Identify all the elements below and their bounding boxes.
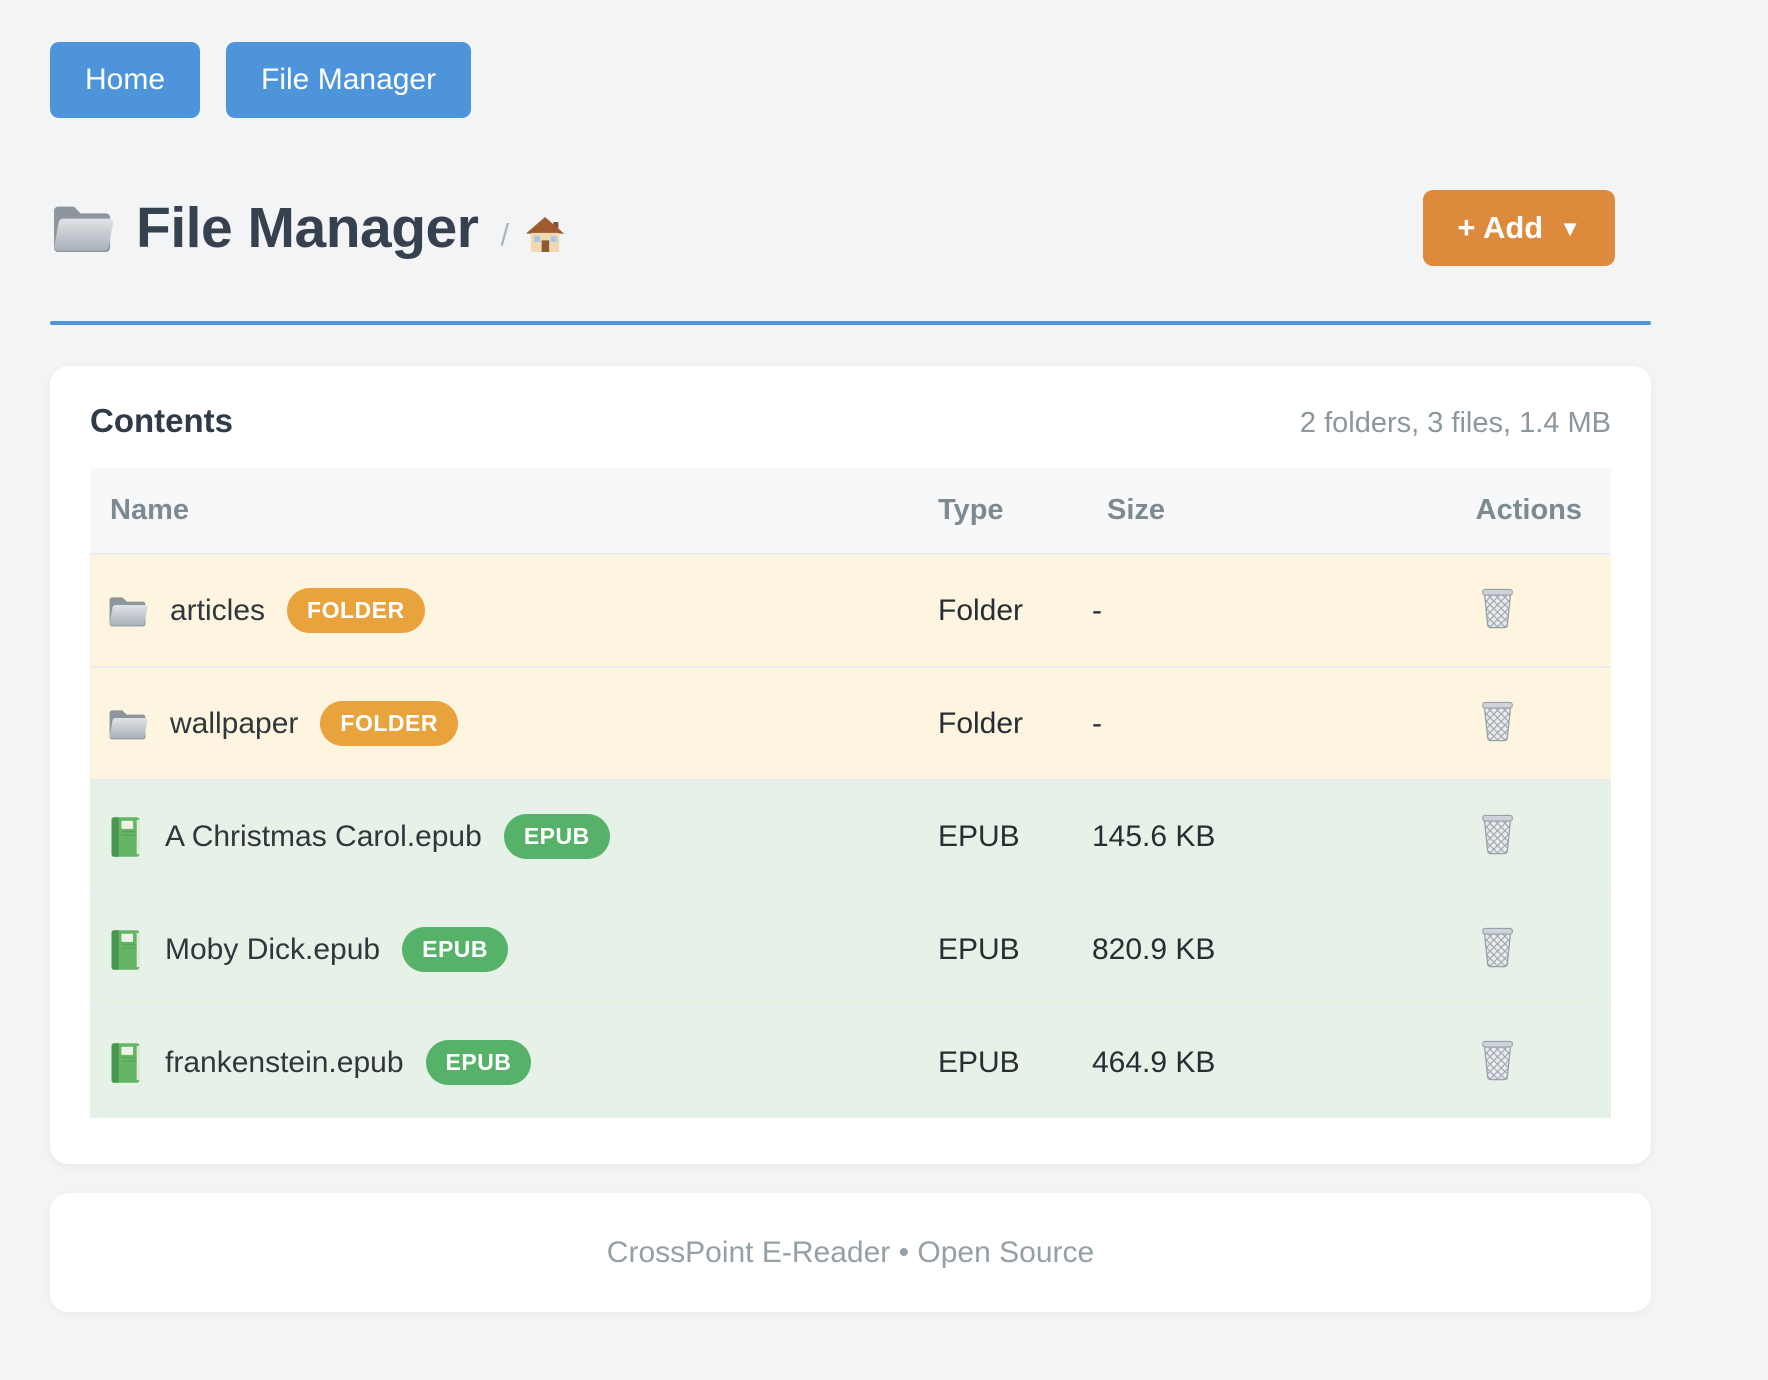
entry-name[interactable]: articles [170, 593, 266, 627]
page-title: File Manager [136, 196, 479, 260]
epub-badge: EPUB [402, 927, 509, 972]
table-row[interactable]: articles FOLDER Folder - [90, 553, 1611, 667]
column-header-type: Type [938, 468, 1092, 554]
trash-icon [1479, 698, 1516, 743]
accent-divider [50, 321, 1651, 325]
epub-badge: EPUB [425, 1040, 532, 1085]
folder-badge: FOLDER [287, 588, 425, 633]
contents-heading: Contents [90, 402, 233, 439]
house-icon[interactable] [525, 216, 565, 253]
folder-icon [107, 593, 148, 629]
folder-icon [107, 706, 148, 742]
caret-down-icon: ▼ [1559, 216, 1581, 241]
contents-card-header: Contents 2 folders, 3 files, 1.4 MB [90, 402, 1611, 440]
delete-button[interactable] [1477, 809, 1518, 858]
folder-icon [50, 200, 114, 256]
nav-file-manager-button[interactable]: File Manager [226, 42, 472, 118]
page: Home File Manager File Manager / + Add ▼… [50, 0, 1651, 1312]
table-row[interactable]: frankenstein.epub EPUB EPUB 464.9 KB [90, 1005, 1611, 1118]
nav-home-button[interactable]: Home [50, 42, 201, 118]
footer-card: CrossPoint E-Reader • Open Source [50, 1193, 1651, 1312]
trash-icon [1479, 924, 1516, 969]
entry-name[interactable]: A Christmas Carol.epub [165, 819, 482, 853]
type-cell: EPUB [938, 779, 1092, 893]
type-cell: Folder [938, 553, 1092, 667]
entry-name[interactable]: frankenstein.epub [165, 1045, 404, 1079]
add-button-label: + Add [1457, 210, 1544, 245]
title-group: File Manager / [50, 195, 565, 261]
delete-button[interactable] [1477, 583, 1518, 632]
size-cell: - [1092, 553, 1290, 667]
table-row[interactable]: wallpaper FOLDER Folder - [90, 666, 1611, 780]
size-cell: 820.9 KB [1092, 892, 1290, 1006]
type-cell: EPUB [938, 1005, 1092, 1118]
size-cell: 145.6 KB [1092, 779, 1290, 893]
contents-card: Contents 2 folders, 3 files, 1.4 MB Name… [50, 366, 1651, 1164]
green-book-icon [107, 1041, 143, 1085]
table-row[interactable]: Moby Dick.epub EPUB EPUB 820.9 KB [90, 892, 1611, 1006]
delete-button[interactable] [1477, 922, 1518, 971]
size-cell: 464.9 KB [1092, 1005, 1290, 1118]
contents-summary: 2 folders, 3 files, 1.4 MB [1299, 407, 1611, 439]
type-cell: Folder [938, 666, 1092, 780]
green-book-icon [107, 928, 143, 972]
footer-text: CrossPoint E-Reader • Open Source [606, 1235, 1095, 1269]
table-row[interactable]: A Christmas Carol.epub EPUB EPUB 145.6 K… [90, 779, 1611, 893]
contents-table-body: articles FOLDER Folder - wallpaper FOLDE… [90, 553, 1611, 1118]
column-header-name: Name [90, 468, 938, 554]
trash-icon [1479, 1037, 1516, 1082]
type-cell: EPUB [938, 892, 1092, 1006]
delete-button[interactable] [1477, 696, 1518, 745]
table-header-row: Name Type Size Actions [90, 468, 1611, 554]
column-header-actions: Actions [1290, 468, 1611, 554]
breadcrumb-separator: / [500, 217, 510, 252]
add-button[interactable]: + Add ▼ [1423, 190, 1615, 266]
delete-button[interactable] [1477, 1035, 1518, 1084]
trash-icon [1479, 811, 1516, 856]
folder-badge: FOLDER [320, 701, 458, 746]
size-cell: - [1092, 666, 1290, 780]
page-header: File Manager / + Add ▼ [50, 190, 1651, 266]
trash-icon [1479, 585, 1516, 630]
column-header-size: Size [1092, 468, 1290, 554]
entry-name[interactable]: wallpaper [170, 706, 299, 740]
green-book-icon [107, 815, 143, 859]
top-nav: Home File Manager [50, 0, 1651, 118]
contents-table: Name Type Size Actions articles FOLDER F… [90, 468, 1611, 1118]
entry-name[interactable]: Moby Dick.epub [165, 932, 381, 966]
epub-badge: EPUB [503, 814, 610, 859]
